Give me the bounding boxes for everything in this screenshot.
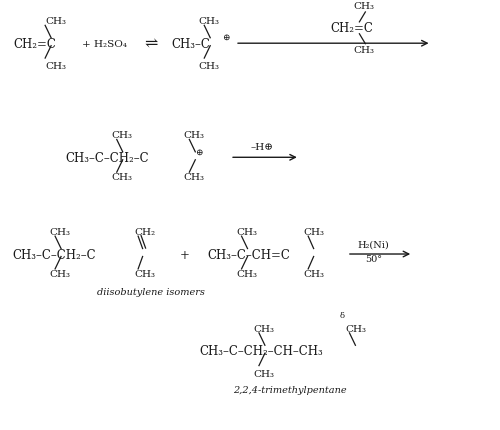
Text: 50°: 50° [365, 255, 382, 263]
Text: CH₃: CH₃ [198, 62, 220, 71]
Text: CH₃–C: CH₃–C [172, 37, 210, 51]
Text: CH₃: CH₃ [354, 3, 375, 12]
Text: CH₃: CH₃ [50, 269, 70, 278]
Text: +: + [180, 248, 190, 261]
Text: CH₃: CH₃ [111, 173, 132, 182]
Text: CH₃: CH₃ [254, 324, 274, 333]
Text: CH₃: CH₃ [198, 17, 220, 26]
Text: CH₃: CH₃ [303, 269, 324, 278]
Text: CH₂=C: CH₂=C [330, 22, 374, 35]
Text: CH₃: CH₃ [236, 227, 257, 236]
Text: CH₃: CH₃ [303, 227, 324, 236]
Text: δ: δ [340, 311, 344, 319]
Text: CH₃–C–CH₂–CH–CH₃: CH₃–C–CH₂–CH–CH₃ [200, 344, 323, 357]
Text: CH₃: CH₃ [184, 173, 205, 182]
Text: CH₃–C–CH=C: CH₃–C–CH=C [208, 248, 290, 261]
Text: H₂(Ni): H₂(Ni) [358, 240, 389, 249]
Text: CH₃: CH₃ [111, 131, 132, 140]
Text: CH₃: CH₃ [345, 324, 366, 333]
Text: CH₂: CH₂ [134, 227, 155, 236]
Text: CH₃: CH₃ [254, 369, 274, 378]
Text: CH₃: CH₃ [354, 46, 375, 55]
Text: ⇌: ⇌ [145, 36, 158, 52]
Text: CH₃: CH₃ [236, 269, 257, 278]
Text: CH₃: CH₃ [134, 269, 155, 278]
Text: CH₃: CH₃ [46, 17, 66, 26]
Text: CH₃–C–CH₂–C: CH₃–C–CH₂–C [65, 151, 148, 164]
Text: 2,2,4-trimethylpentane: 2,2,4-trimethylpentane [233, 386, 346, 394]
Text: ⊕: ⊕ [195, 147, 202, 156]
Text: CH₂=C: CH₂=C [14, 37, 56, 51]
Text: CH₃: CH₃ [46, 62, 66, 71]
Text: + H₂SO₄: + H₂SO₄ [82, 40, 128, 49]
Text: diisobutylene isomers: diisobutylene isomers [96, 287, 204, 296]
Text: CH₃: CH₃ [50, 227, 70, 236]
Text: –H⊕: –H⊕ [251, 143, 274, 152]
Text: CH₃–C–CH₂–C: CH₃–C–CH₂–C [12, 248, 96, 261]
Text: ⊕: ⊕ [222, 33, 230, 42]
Text: CH₃: CH₃ [184, 131, 205, 140]
